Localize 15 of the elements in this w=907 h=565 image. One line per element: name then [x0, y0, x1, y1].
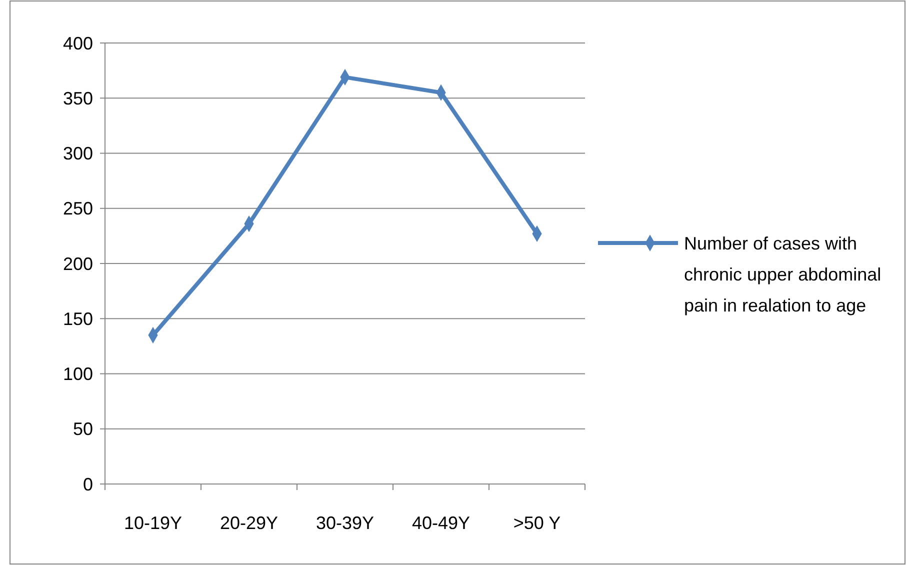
y-tick-label: 350 [62, 88, 93, 108]
x-tick-label: 30-39Y [316, 513, 374, 533]
x-tick-label: 10-19Y [124, 513, 182, 533]
legend-label: Number of cases with chronic upper abdominal pain in realation to age [684, 233, 882, 316]
y-tick-label: 200 [62, 254, 93, 274]
y-tick-label: 250 [62, 198, 93, 219]
y-tick-label: 400 [62, 33, 93, 54]
y-tick-label: 300 [62, 144, 93, 164]
y-tick-label: 150 [62, 308, 93, 329]
x-tick-label: 20-29Y [220, 513, 278, 533]
y-tick-label: 0 [82, 474, 93, 494]
x-tick-label: 40-49Y [412, 513, 470, 533]
y-tick-label: 100 [62, 364, 93, 384]
y-tick-label: 50 [72, 419, 93, 440]
x-tick-label: >50 Y [513, 513, 561, 533]
